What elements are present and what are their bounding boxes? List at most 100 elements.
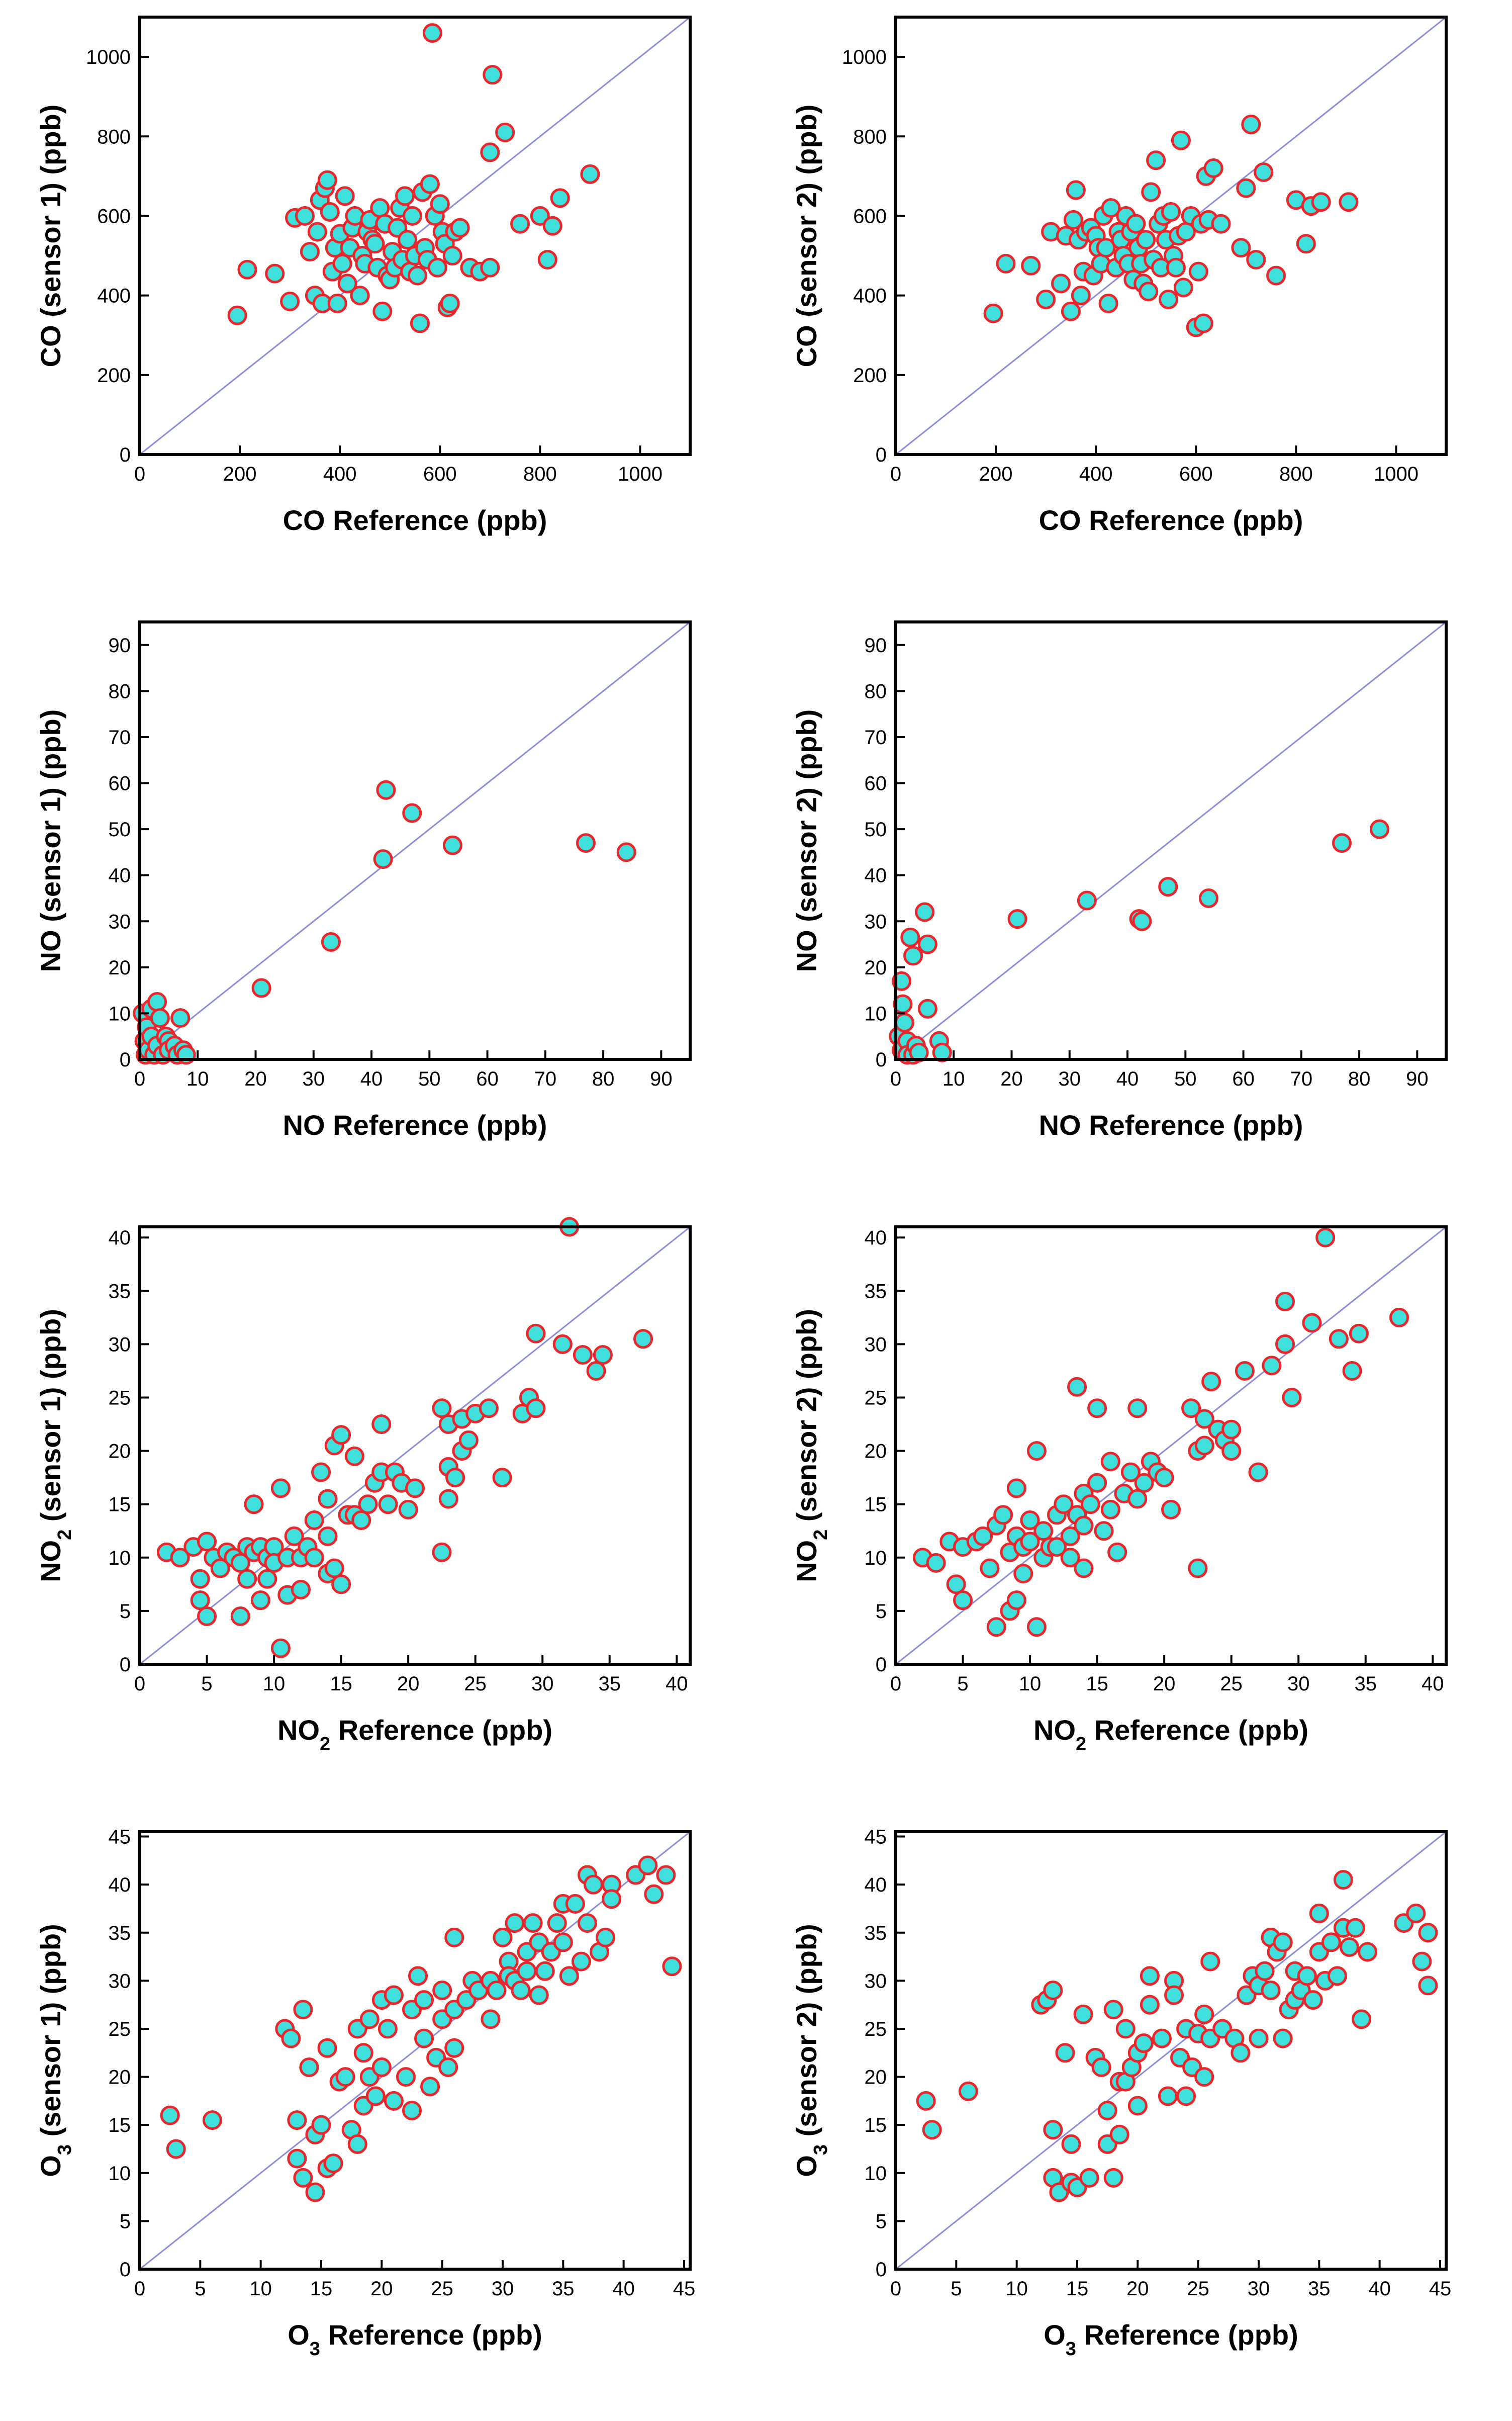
data-point <box>295 206 315 226</box>
x-tick-label: 70 <box>534 1068 557 1090</box>
data-point <box>1127 1398 1148 1418</box>
x-tick-label: 30 <box>492 2278 514 2300</box>
x-tick-label: 30 <box>1059 1068 1081 1090</box>
data-point <box>1339 192 1359 212</box>
data-point <box>376 780 396 800</box>
data-point <box>384 2091 404 2111</box>
x-tick-label: 10 <box>186 1068 209 1090</box>
y-tick-label: 70 <box>865 727 887 749</box>
y-tick-label: 400 <box>853 285 887 307</box>
data-point <box>1115 2019 1136 2039</box>
x-tick-label: 20 <box>397 1673 420 1695</box>
data-point <box>1412 1951 1432 1971</box>
plot-frame <box>894 1830 1448 2271</box>
x-tick-label: 45 <box>673 2278 696 2300</box>
data-point <box>250 1590 270 1610</box>
y-tick-label: 90 <box>109 635 131 657</box>
data-point <box>1282 1388 1302 1408</box>
data-point <box>932 1042 952 1062</box>
data-point <box>1176 2086 1196 2106</box>
plot-frame <box>138 16 692 456</box>
data-point <box>565 1894 585 1914</box>
data-point <box>537 249 557 270</box>
data-point <box>1087 1398 1107 1418</box>
data-point <box>1107 1542 1127 1562</box>
data-point <box>331 1574 351 1594</box>
data-point <box>1349 1323 1369 1343</box>
x-tick-label: 0 <box>890 1068 901 1090</box>
o3-sensor1-scatter-plot: 0 5 10 15 20 25 30 35 40 45 0 5 10 15 20 25 30 35 40 45 O3 R… <box>35 1826 696 2360</box>
data-point <box>197 1532 217 1552</box>
data-point <box>299 2057 319 2077</box>
data-point <box>550 188 570 208</box>
x-tick-label: 0 <box>890 1673 901 1695</box>
data-point <box>353 2043 373 2063</box>
y-tick-label: 15 <box>109 2114 131 2136</box>
x-tick-label: 80 <box>1348 1068 1371 1090</box>
x-axis-label: CO Reference (ppb) <box>1039 504 1303 536</box>
data-point <box>318 1526 338 1546</box>
x-tick-label: 600 <box>423 463 457 485</box>
data-point <box>1127 2096 1148 2116</box>
data-point <box>1221 1441 1242 1461</box>
data-point <box>251 978 271 998</box>
data-point <box>553 1932 573 1952</box>
y-tick-label: 800 <box>853 126 887 148</box>
x-tick-label: 30 <box>1287 1673 1310 1695</box>
data-point <box>270 1638 291 1658</box>
data-point <box>1231 238 1251 258</box>
data-point <box>1211 214 1231 234</box>
data-point <box>1171 130 1191 150</box>
x-tick-label: 80 <box>592 1068 615 1090</box>
identity-line <box>895 1831 1447 2270</box>
y-tick-label: 5 <box>876 1600 887 1623</box>
data-point <box>1026 1617 1047 1637</box>
data-point <box>432 1398 452 1418</box>
data-point <box>323 2154 343 2174</box>
data-point <box>1321 1932 1341 1952</box>
data-point <box>526 1398 546 1418</box>
x-tick-label: 30 <box>1248 2278 1270 2300</box>
x-tick-label: 35 <box>552 2278 575 2300</box>
data-point <box>280 292 300 311</box>
data-point <box>1161 1499 1181 1519</box>
data-point <box>1133 2033 1154 2053</box>
y-tick-label: 20 <box>109 1441 131 1463</box>
plot-frame <box>894 620 1448 1061</box>
data-point <box>1098 293 1118 313</box>
x-tick-label: 5 <box>195 2278 206 2300</box>
plot-frame <box>138 620 692 1061</box>
data-point <box>1047 1537 1067 1557</box>
data-point <box>1369 819 1389 839</box>
x-tick-label: 15 <box>330 1673 352 1695</box>
data-point <box>580 164 600 184</box>
identity-line <box>139 621 691 1060</box>
y-tick-label: 40 <box>865 865 887 887</box>
data-point <box>1296 234 1316 254</box>
data-point <box>287 2110 307 2130</box>
data-point <box>1051 274 1071 294</box>
data-point <box>422 23 442 43</box>
data-point <box>1158 2086 1178 2106</box>
data-point <box>1043 2120 1063 2140</box>
data-point <box>402 2101 422 2121</box>
data-point <box>986 1617 1006 1637</box>
data-point <box>1061 2134 1081 2154</box>
data-point <box>1246 249 1266 270</box>
data-point <box>983 303 1003 323</box>
data-point <box>917 934 937 954</box>
data-point <box>980 1558 1000 1578</box>
data-point <box>1254 162 1274 182</box>
data-point <box>1315 1227 1336 1247</box>
data-point <box>1006 1590 1026 1610</box>
data-point <box>1389 1307 1409 1327</box>
data-point <box>1061 301 1081 321</box>
y-tick-label: 400 <box>97 285 131 307</box>
data-point <box>1194 2067 1214 2087</box>
co-sensor1-scatter-plot: 0 200 400 600 800 1000 0 200 400 600 800 1000 CO Ref… <box>35 16 692 536</box>
data-point <box>573 1345 593 1365</box>
data-point <box>337 274 357 294</box>
y-tick-label: 800 <box>97 126 131 148</box>
x-tick-label: 50 <box>1174 1068 1197 1090</box>
data-point <box>331 1425 351 1445</box>
